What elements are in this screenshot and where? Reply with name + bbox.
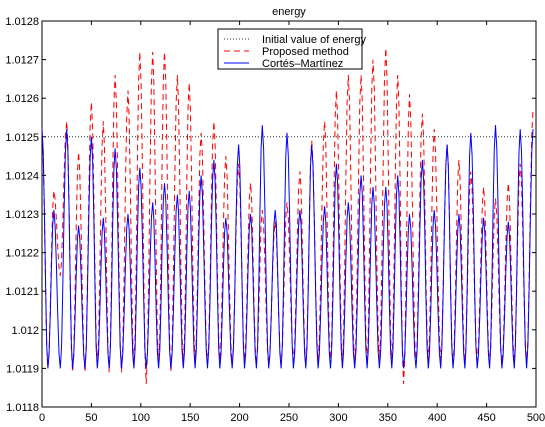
chart-title: energy (272, 6, 306, 18)
y-tick-label: 1.0127 (5, 55, 39, 67)
legend-label-initial: Initial value of energy (262, 34, 366, 46)
legend-label-cortes: Cortés–Martínez (262, 58, 343, 70)
y-tick-label: 1.0125 (5, 132, 39, 144)
y-tick-label: 1.0119 (6, 363, 39, 375)
legend-box (217, 28, 363, 70)
y-tick-label: 1.0123 (5, 209, 39, 221)
x-tick-label: 350 (379, 412, 397, 424)
y-tick-label: 1.0128 (5, 16, 39, 28)
x-tick-label: 300 (329, 412, 347, 424)
y-tick-label: 1.0126 (5, 93, 39, 105)
plot-area (41, 20, 537, 408)
x-tick-label: 100 (132, 412, 150, 424)
y-tick-label: 1.0121 (5, 286, 39, 298)
x-tick-label: 0 (39, 412, 45, 424)
legend: Initial value of energy Proposed method … (217, 28, 366, 70)
y-tick-label: 1.0122 (5, 248, 39, 260)
plot-frame (41, 20, 537, 408)
x-tick-label: 500 (527, 412, 545, 424)
x-tick-label: 150 (181, 412, 199, 424)
x-tick-label: 200 (230, 412, 248, 424)
y-tick-label: 1.0124 (5, 170, 39, 182)
y-tick-label: 1.0118 (6, 402, 39, 414)
x-tick-label: 250 (280, 412, 298, 424)
legend-label-proposed: Proposed method (262, 46, 349, 58)
x-tick-label: 450 (477, 412, 495, 424)
y-tick-label: 1.012 (11, 325, 39, 337)
x-tick-label: 400 (428, 412, 446, 424)
axes-layer: 0 50 100 150 200 250 300 350 400 450 500 1.0118 1.01… (5, 16, 545, 424)
series-layer (41, 47, 536, 384)
series-cortes-martinez-line (41, 125, 534, 369)
x-tick-label: 50 (85, 412, 97, 424)
